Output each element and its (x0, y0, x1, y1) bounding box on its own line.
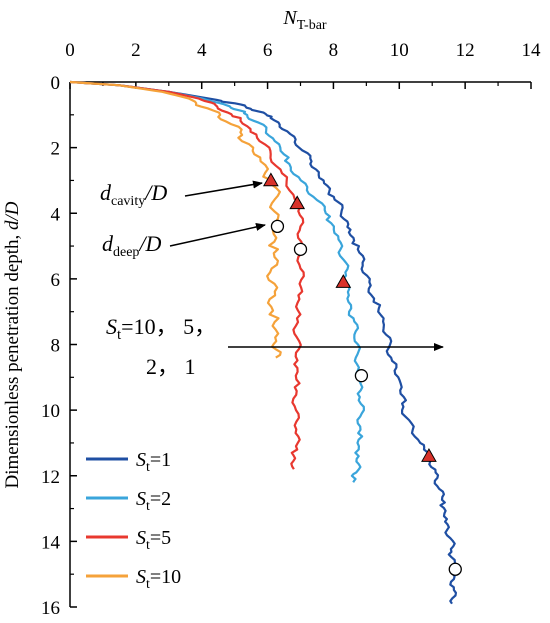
y-axis-title-main: Dimensionless penetration depth, (2, 230, 23, 489)
legend-label-st5-main: S (136, 527, 146, 549)
x-ticks: 0 2 4 6 8 10 12 14 (65, 40, 541, 89)
y-tick-label: 0 (51, 73, 61, 94)
x-tick-label: 12 (456, 40, 475, 61)
legend-label-st5-rest: =5 (150, 527, 171, 549)
legend-label-st2-sub: t (146, 499, 150, 514)
annotation-dcavity-main: d (100, 180, 112, 205)
legend-label-st1: St=1 (136, 449, 171, 475)
x-tick-label: 4 (197, 40, 207, 61)
x-tick-label: 2 (131, 40, 141, 61)
x-tick-label: 0 (65, 40, 75, 61)
y-tick-label: 10 (41, 401, 60, 422)
y-axis-title-italic: d/D (2, 201, 23, 230)
annotation-dcavity-arrow (184, 180, 263, 197)
annotation-st-order-line2: 2， 1 (146, 354, 196, 379)
y-axis-title: Dimensionless penetration depth, d/D (2, 201, 23, 488)
series-line-st1 (69, 80, 457, 605)
y-tick-label: 12 (41, 467, 60, 488)
annotation-st-order-line1: St=10， 5， (106, 314, 216, 343)
x-tick-label: 10 (390, 40, 409, 61)
legend-label-st10-rest: =10 (150, 566, 181, 588)
y-tick-label: 16 (41, 598, 60, 619)
legend-label-st1-rest: =1 (150, 449, 171, 471)
legend: St=1 St=2 St=5 St=10 (86, 449, 181, 592)
circle-marker (293, 242, 308, 256)
x-axis-title-sub: T-bar (297, 18, 327, 33)
legend-label-st5: St=5 (136, 527, 171, 553)
annotation-st-main: S (106, 314, 117, 339)
x-tick-label: 8 (329, 40, 339, 61)
x-tick-label: 6 (263, 40, 273, 61)
legend-label-st2-main: S (136, 488, 146, 510)
annotation-ddeep-main: d (102, 231, 114, 256)
annotation-dcavity: dcavity/D (100, 180, 167, 209)
legend-label-st10-main: S (136, 566, 146, 588)
legend-label-st10: St=10 (136, 566, 181, 592)
series-line-st2 (69, 80, 365, 483)
y-tick-label: 2 (51, 139, 61, 160)
triangle-marker (335, 274, 352, 288)
x-tick-label: 14 (522, 40, 542, 61)
legend-label-st1-main: S (136, 449, 146, 471)
triangle-marker (421, 448, 437, 462)
annotation-st-sub: t (117, 327, 122, 343)
y-tick-label: 4 (51, 204, 61, 225)
annotation-dcavity-rest: /D (143, 180, 167, 205)
annotation-ddeep: ddeep/D (102, 231, 162, 260)
legend-label-st10-sub: t (146, 577, 150, 592)
y-tick-label: 14 (41, 532, 61, 553)
annotation-st-rest: =10， 5， (121, 314, 216, 339)
annotation-ddeep-arrow (169, 223, 266, 247)
triangle-marker (289, 195, 306, 210)
y-tick-label: 8 (51, 336, 61, 357)
series-lines (69, 80, 457, 605)
y-tick-label: 6 (51, 270, 61, 291)
triangle-marker (263, 172, 279, 187)
legend-label-st2-rest: =2 (150, 488, 171, 510)
series-line-st5 (69, 80, 305, 470)
annotation-ddeep-sub: deep (113, 245, 139, 260)
circle-marker (354, 369, 369, 383)
legend-label-st1-sub: t (146, 460, 150, 475)
legend-label-st2: St=2 (136, 488, 171, 514)
y-ticks: 0 2 4 6 8 10 12 14 16 (41, 73, 77, 619)
annotation-dcavity-sub: cavity (111, 194, 145, 209)
legend-label-st5-sub: t (146, 538, 150, 553)
circle-marker (448, 562, 462, 576)
x-axis-title-main: N (282, 7, 298, 29)
annotation-ddeep-rest: /D (137, 231, 161, 256)
x-axis-title: NT-bar (282, 7, 326, 33)
circle-marker (270, 219, 285, 234)
markers (263, 172, 462, 576)
